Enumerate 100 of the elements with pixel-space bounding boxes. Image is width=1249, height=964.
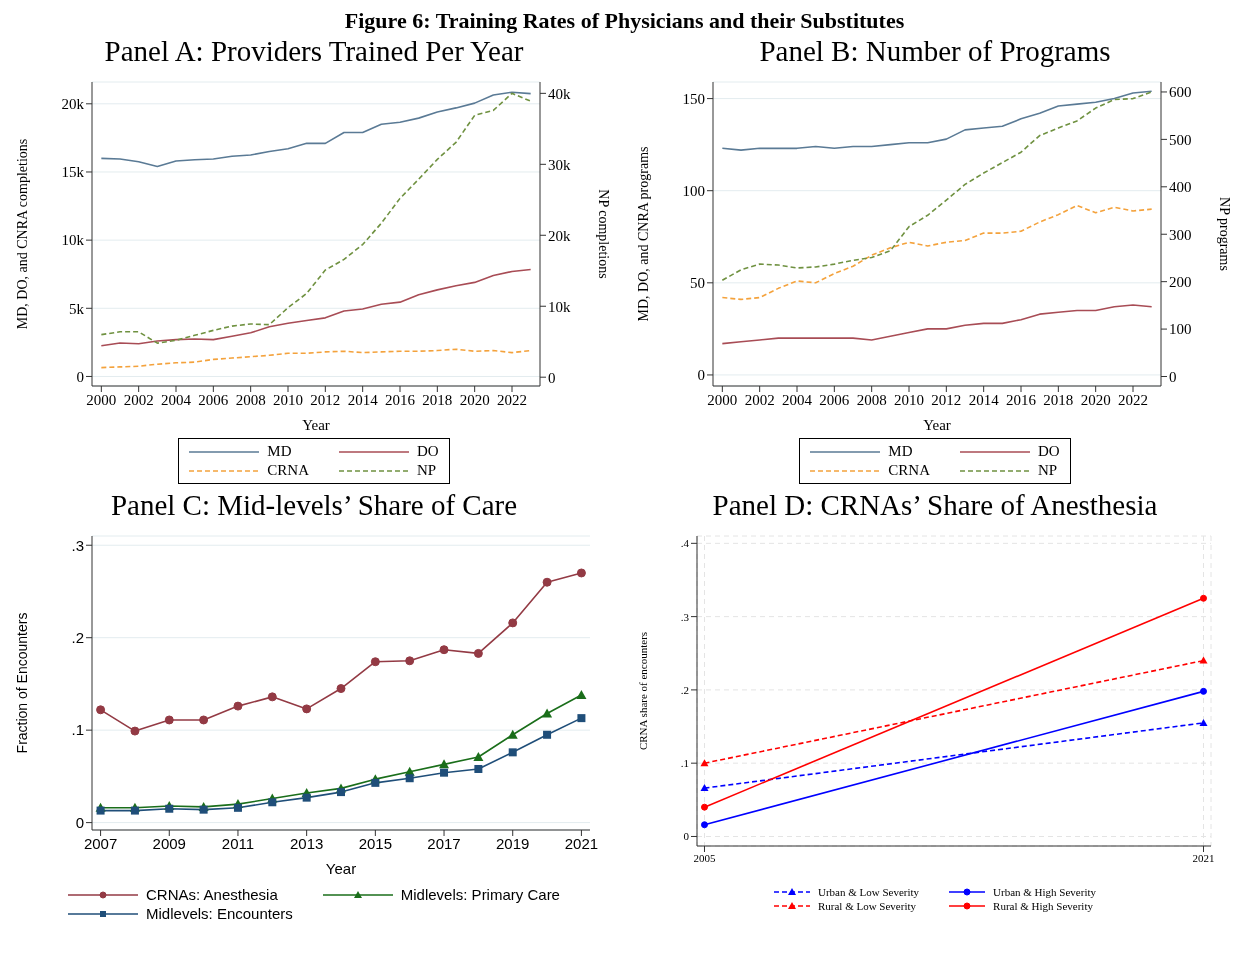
y-tick-label: 100 — [682, 183, 705, 200]
point — [508, 618, 518, 628]
y-axis-title: MD, DO, and CNRA completions — [14, 138, 30, 330]
x-tick-label: 2022 — [497, 391, 527, 408]
y2-tick-label: 600 — [1169, 84, 1192, 101]
y-tick-label: 0 — [683, 830, 690, 843]
point — [370, 657, 380, 667]
point — [302, 704, 312, 714]
point — [96, 705, 106, 715]
y-tick-label: 0 — [76, 368, 84, 385]
point — [1200, 594, 1208, 602]
x-tick-label: 2017 — [427, 834, 461, 852]
x-tick-label: 2009 — [152, 834, 186, 852]
point — [542, 577, 552, 587]
point — [473, 648, 483, 658]
x-tick-label: 2020 — [459, 391, 490, 408]
point — [473, 751, 484, 761]
legend-label: Urban & High Severity — [993, 886, 1097, 898]
legend-label: MD — [267, 443, 292, 460]
x-tick-label: 2022 — [1118, 391, 1148, 408]
point — [576, 568, 586, 578]
line-series — [721, 304, 1153, 345]
point — [233, 701, 243, 711]
y2-tick-label: 0 — [548, 369, 556, 386]
y-tick-label: 20k — [61, 96, 85, 113]
chart-title: Panel C: Mid-levels’ Share of Care — [109, 488, 519, 522]
point — [700, 803, 708, 811]
point — [440, 768, 449, 777]
x-axis-title: Year — [923, 417, 951, 433]
x-tick-label: 2000 — [707, 391, 738, 408]
y-tick-label: 10k — [61, 232, 85, 249]
x-tick-label: 2012 — [310, 391, 341, 408]
point — [233, 803, 242, 812]
x-tick-label: 2018 — [422, 391, 453, 408]
x-tick-label: 2010 — [894, 391, 924, 408]
line-series — [721, 90, 1153, 151]
point — [165, 804, 174, 813]
point — [1200, 687, 1208, 695]
chart-title: Panel D: CRNAs’ Share of Anesthesia — [711, 488, 1159, 522]
y2-axis-title: NP programs — [1217, 197, 1233, 271]
x-tick-label: 2014 — [347, 391, 379, 408]
y-tick-label: 0 — [75, 813, 84, 831]
x-tick-label: 2010 — [273, 391, 303, 408]
y2-axis-title: NP completions — [596, 189, 612, 279]
point — [337, 788, 345, 797]
point — [405, 774, 414, 783]
point — [405, 656, 415, 666]
point — [439, 759, 450, 769]
point — [336, 684, 346, 694]
y-tick-label: 150 — [682, 90, 705, 107]
point — [542, 708, 553, 718]
x-tick-label: 2012 — [931, 391, 962, 408]
legend-label: Rural & High Severity — [993, 900, 1093, 912]
x-tick-label: 2016 — [385, 391, 416, 408]
x-tick-label: 2004 — [161, 391, 192, 408]
y2-tick-label: 0 — [1169, 368, 1177, 385]
x-tick-label: 2015 — [358, 834, 393, 852]
legend-label: NP — [1038, 462, 1058, 479]
y2-tick-label: 400 — [1169, 179, 1192, 196]
line-series — [100, 92, 532, 344]
point — [543, 730, 552, 739]
x-tick-label: 2002 — [123, 391, 154, 408]
legend-label: CRNA — [888, 462, 930, 479]
y-tick-label: .1 — [71, 721, 84, 739]
point — [474, 764, 483, 773]
x-tick-label: 2006 — [819, 391, 850, 408]
x-axis-title: Year — [302, 417, 330, 433]
x-tick-label: 2011 — [221, 834, 255, 852]
point — [199, 805, 208, 814]
y2-tick-label: 20k — [548, 227, 571, 244]
x-tick-label: 2005 — [693, 851, 716, 864]
point — [439, 645, 449, 655]
point — [164, 715, 174, 725]
legend-label: DO — [1038, 443, 1060, 460]
x-tick-label: 2000 — [86, 391, 117, 408]
y-axis-title: MD, DO, and CNRA programs — [635, 146, 651, 322]
y-axis-title: CRNA share of encounters — [636, 631, 649, 751]
y2-tick-label: 10k — [548, 298, 571, 315]
legend-label: Midlevels: Primary Care — [400, 886, 560, 903]
x-tick-label: 2014 — [968, 391, 1000, 408]
x-tick-label: 2004 — [782, 391, 813, 408]
x-tick-label: 2021 — [564, 834, 599, 852]
caption: Figure 6: Training Rates of Physicians and their Substitutes — [343, 8, 906, 34]
legend-label: CRNAs: Anesthesia — [146, 886, 278, 903]
legend-label: MD — [888, 443, 913, 460]
y2-tick-label: 30k — [548, 156, 571, 173]
legend-label: Urban & Low Severity — [817, 886, 920, 898]
legend-label: Midlevels: Encounters — [146, 905, 293, 922]
chart-title: Panel A: Providers Trained Per Year — [103, 34, 525, 68]
line-series — [721, 204, 1153, 301]
point — [700, 821, 708, 829]
chart-title: Panel B: Number of Programs — [758, 34, 1112, 68]
x-tick-label: 2016 — [1006, 391, 1037, 408]
line-series — [100, 268, 532, 347]
y-tick-label: .1 — [680, 757, 689, 770]
x-tick-label: 2018 — [1043, 391, 1074, 408]
y2-tick-label: 200 — [1169, 273, 1192, 290]
x-tick-label: 2021 — [1192, 851, 1215, 864]
point — [577, 714, 586, 723]
legend-label: DO — [417, 443, 439, 460]
